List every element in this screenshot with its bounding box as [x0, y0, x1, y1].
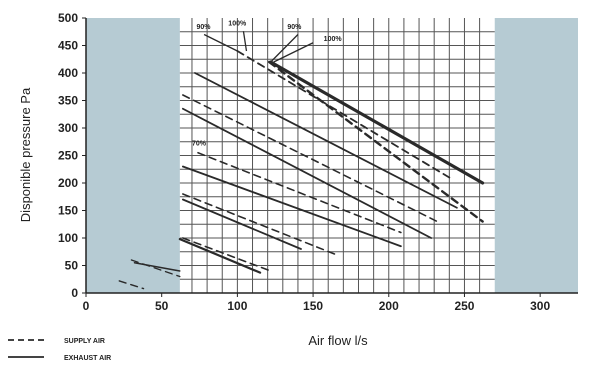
- series-line-5: [181, 107, 433, 239]
- y-tick-label: 150: [58, 204, 78, 218]
- legend-label-0: SUPPLY AIR: [64, 338, 105, 345]
- y-tick-label: 0: [71, 286, 78, 300]
- legend: SUPPLY AIR EXHAUST AIR: [8, 338, 111, 362]
- series-line-9: [181, 198, 302, 250]
- x-tick-label: 0: [83, 299, 90, 313]
- series-lines: [118, 50, 485, 290]
- x-tick-label: 100: [227, 299, 247, 313]
- series-line-0: [267, 60, 484, 223]
- series-line-12: [130, 259, 181, 278]
- y-tick-label: 200: [58, 176, 78, 190]
- axes: 0 50 100 150 200 250 300 0 50 100 150 200 250 300 350 4…: [58, 11, 578, 313]
- y-tick-label: 100: [58, 231, 78, 245]
- x-axis-label: Air flow l/s: [308, 333, 368, 348]
- series-line-10: [182, 237, 272, 272]
- y-tick-label: 450: [58, 39, 78, 53]
- annotation-arrow-0: [203, 33, 238, 52]
- series-line-6: [197, 151, 402, 234]
- x-tick-label: 50: [155, 299, 169, 313]
- y-tick-label: 50: [65, 259, 79, 273]
- series-line-2: [236, 50, 451, 179]
- series-line-14: [118, 280, 145, 290]
- y-tick-label: 300: [58, 121, 78, 135]
- series-line-1: [269, 60, 485, 185]
- series-line-3: [194, 72, 458, 209]
- y-tick-label: 400: [58, 66, 78, 80]
- x-tick-label: 250: [454, 299, 474, 313]
- annotation-arrow-2: [270, 34, 299, 63]
- annotation-arrow-3: [273, 42, 314, 63]
- legend-label-1: EXHAUST AIR: [64, 355, 111, 362]
- series-line-8: [182, 193, 337, 256]
- shaded-region-1: [494, 18, 578, 293]
- series-line-13: [133, 262, 181, 272]
- grid: [179, 18, 495, 293]
- annotation-label-4: 70%: [192, 141, 207, 148]
- annotation-label-1: 100%: [228, 21, 247, 28]
- annotation-arrows: [203, 31, 314, 63]
- annotation-label-0: 90%: [197, 24, 212, 31]
- series-line-7: [181, 165, 402, 248]
- annotation-label-2: 90%: [287, 24, 302, 31]
- x-tick-label: 150: [303, 299, 323, 313]
- annotations: 90% 100% 90% 100% 70%: [192, 21, 342, 148]
- y-tick-label: 500: [58, 11, 78, 25]
- y-axis-label: Disponible pressure Pa: [18, 87, 33, 222]
- x-tick-label: 300: [530, 299, 550, 313]
- y-tick-label: 250: [58, 149, 78, 163]
- series-line-4: [182, 94, 439, 223]
- x-tick-label: 200: [379, 299, 399, 313]
- shaded-regions: [86, 18, 578, 293]
- series-line-11: [178, 238, 262, 274]
- y-tick-label: 350: [58, 94, 78, 108]
- annotation-label-3: 100%: [324, 36, 343, 43]
- shaded-region-0: [86, 18, 180, 293]
- annotation-arrow-1: [242, 31, 248, 52]
